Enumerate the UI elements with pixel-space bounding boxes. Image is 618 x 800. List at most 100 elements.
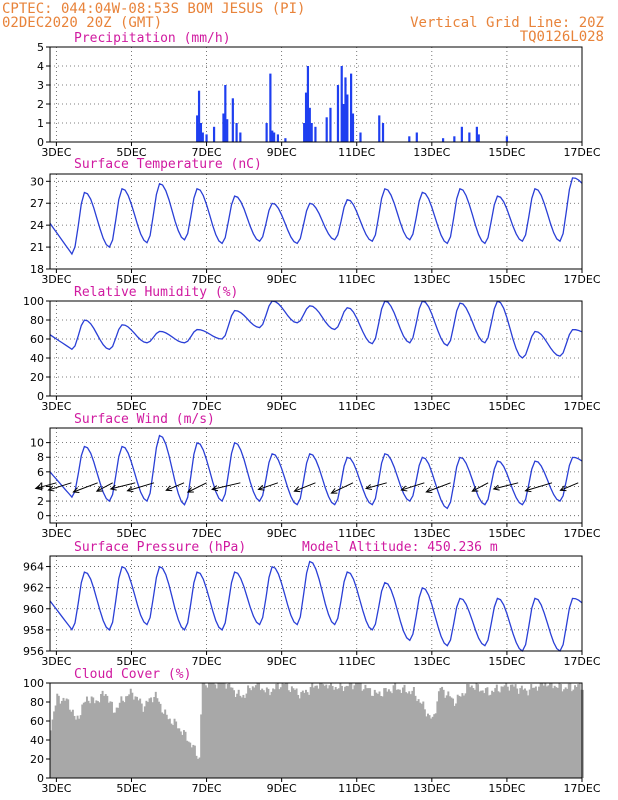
cloud-bar xyxy=(96,701,99,778)
cloud-bar xyxy=(178,728,181,778)
humidity-xtick-label: 11DEC xyxy=(338,400,375,413)
cloud-bar xyxy=(348,683,351,778)
cloud-bar xyxy=(225,688,228,778)
cloud-bar xyxy=(549,683,551,778)
wind-vector xyxy=(127,482,155,492)
cloud-bar xyxy=(459,696,462,778)
temperature-xtick-label: 5DEC xyxy=(116,273,146,286)
cloud-bar xyxy=(75,719,77,778)
pressure-ytick-label: 964 xyxy=(23,561,44,574)
cloud-bar xyxy=(433,714,436,778)
header-run-date: 02DEC2020 20Z (GMT) xyxy=(2,15,162,31)
cloud-bar xyxy=(483,693,486,778)
cloud-bar xyxy=(211,683,214,778)
cloud-bar xyxy=(462,695,465,778)
cloud-bar xyxy=(114,712,117,778)
cloud-bar xyxy=(511,684,514,778)
cloud-bar xyxy=(67,699,70,778)
cloud-bar xyxy=(441,686,444,778)
cloud-bar xyxy=(533,687,536,778)
precip-xtick-label: 9DEC xyxy=(267,146,297,159)
temperature-ytick-label: 30 xyxy=(30,175,44,188)
precip-bar xyxy=(441,138,445,142)
cloud-bar xyxy=(469,687,472,778)
pressure-xtick-label: 13DEC xyxy=(413,655,450,668)
wind-vector-head xyxy=(492,484,500,491)
cloud-bar xyxy=(322,684,325,778)
cloud-bar xyxy=(254,685,257,778)
humidity-ytick-label: 100 xyxy=(23,295,44,308)
cloud-xtick-label: 5DEC xyxy=(116,782,146,795)
cloud-bar xyxy=(89,703,92,778)
wind-vector-head xyxy=(47,485,55,492)
cloud-bar xyxy=(517,693,520,778)
precip-title: Precipitation (mm/h) xyxy=(74,31,231,46)
precip-bar xyxy=(310,123,313,142)
cloud-bar xyxy=(569,683,572,778)
cloud-bar xyxy=(239,695,242,778)
cloud-bar xyxy=(236,693,239,778)
cloud-bar xyxy=(319,683,322,778)
cloud-bar xyxy=(536,690,539,778)
cloud-bar xyxy=(276,683,279,778)
precip-bar xyxy=(273,132,276,142)
cloud-bar xyxy=(311,683,314,778)
cloud-bar xyxy=(558,683,561,778)
cloud-bar xyxy=(434,713,437,778)
precip-bar xyxy=(271,130,274,142)
cloud-bar xyxy=(207,683,210,778)
wind-vector xyxy=(525,482,553,492)
humidity-frame xyxy=(49,300,583,397)
cloud-xtick-label: 13DEC xyxy=(413,782,450,795)
cloud-bar xyxy=(414,695,417,778)
cloud-bar xyxy=(295,688,298,778)
cloud-bar xyxy=(62,697,65,778)
cloud-bar xyxy=(50,730,52,778)
cloud-bar xyxy=(81,704,84,778)
cloud-bar xyxy=(450,697,453,778)
cloud-bar xyxy=(278,689,281,778)
cloud-bar xyxy=(508,690,511,778)
wind-ytick-label: 10 xyxy=(30,437,44,450)
cloud-bar xyxy=(73,715,76,778)
wind-vector xyxy=(472,482,489,492)
wind-xtick-label: 13DEC xyxy=(413,527,450,540)
cloud-bar xyxy=(168,718,171,778)
precip-bar xyxy=(477,134,480,142)
cloud-bar xyxy=(488,695,490,778)
cloud-bar xyxy=(231,687,234,778)
cloud-bar xyxy=(111,701,113,778)
cloud-bar xyxy=(580,689,583,778)
cloud-bar xyxy=(258,683,261,778)
wind-vector-head xyxy=(72,487,80,494)
pressure-xtick-label: 15DEC xyxy=(488,655,525,668)
cloud-bar xyxy=(339,683,342,778)
precip-bar xyxy=(344,77,347,142)
wind-frame xyxy=(49,427,583,524)
cloud-title: Cloud Cover (%) xyxy=(74,667,191,682)
cloud-bar xyxy=(325,684,328,778)
pressure-ytick-label: 960 xyxy=(23,603,44,616)
precip-ytick-label: 1 xyxy=(37,117,44,130)
cloud-bar xyxy=(403,684,406,778)
cloud-bar xyxy=(563,689,566,778)
cloud-bar xyxy=(107,702,110,778)
cloud-bar xyxy=(82,702,85,778)
cloud-bar xyxy=(430,718,433,778)
wind-vector xyxy=(493,482,519,490)
precip-xtick-label: 11DEC xyxy=(338,146,375,159)
cloud-bar xyxy=(100,693,103,778)
cloud-bar xyxy=(567,683,570,778)
cloud-bar xyxy=(57,695,60,778)
cloud-bar xyxy=(528,689,531,778)
cloud-bar xyxy=(478,691,481,778)
temperature-xtick-label: 17DEC xyxy=(563,273,600,286)
cloud-bar xyxy=(84,701,87,778)
precip-bar xyxy=(505,136,509,142)
wind-vector xyxy=(426,482,451,493)
temperature-xtick-label: 11DEC xyxy=(338,273,375,286)
cloud-bar xyxy=(406,693,409,778)
cloud-bar xyxy=(60,700,63,778)
cloud-bar xyxy=(411,690,414,778)
cloud-bar xyxy=(380,695,383,778)
